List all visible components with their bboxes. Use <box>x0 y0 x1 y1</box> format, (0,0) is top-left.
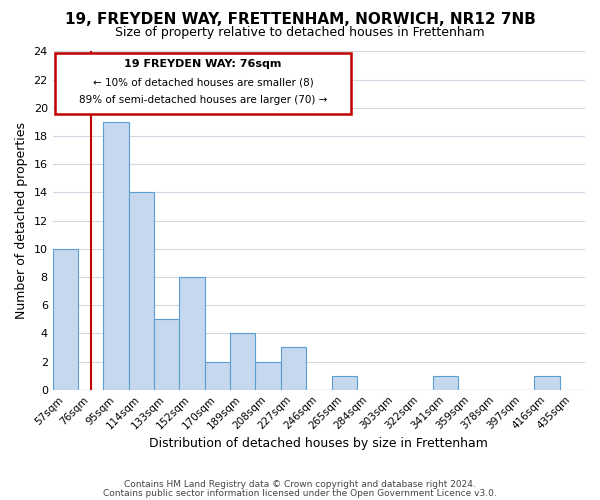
Text: Contains public sector information licensed under the Open Government Licence v3: Contains public sector information licen… <box>103 489 497 498</box>
Bar <box>179 277 205 390</box>
Bar <box>535 376 560 390</box>
Bar <box>281 348 306 390</box>
Bar <box>103 122 129 390</box>
X-axis label: Distribution of detached houses by size in Frettenham: Distribution of detached houses by size … <box>149 437 488 450</box>
Text: 89% of semi-detached houses are larger (70) →: 89% of semi-detached houses are larger (… <box>79 96 327 106</box>
Bar <box>154 320 179 390</box>
Bar <box>205 362 230 390</box>
Text: Contains HM Land Registry data © Crown copyright and database right 2024.: Contains HM Land Registry data © Crown c… <box>124 480 476 489</box>
FancyBboxPatch shape <box>55 53 351 114</box>
Bar <box>332 376 357 390</box>
Y-axis label: Number of detached properties: Number of detached properties <box>15 122 28 319</box>
Bar <box>256 362 281 390</box>
Text: 19 FREYDEN WAY: 76sqm: 19 FREYDEN WAY: 76sqm <box>124 60 282 70</box>
Bar <box>230 334 256 390</box>
Text: 19, FREYDEN WAY, FRETTENHAM, NORWICH, NR12 7NB: 19, FREYDEN WAY, FRETTENHAM, NORWICH, NR… <box>65 12 535 28</box>
Text: Size of property relative to detached houses in Frettenham: Size of property relative to detached ho… <box>115 26 485 39</box>
Bar <box>129 192 154 390</box>
Bar <box>53 249 78 390</box>
Text: ← 10% of detached houses are smaller (8): ← 10% of detached houses are smaller (8) <box>92 78 313 88</box>
Bar <box>433 376 458 390</box>
